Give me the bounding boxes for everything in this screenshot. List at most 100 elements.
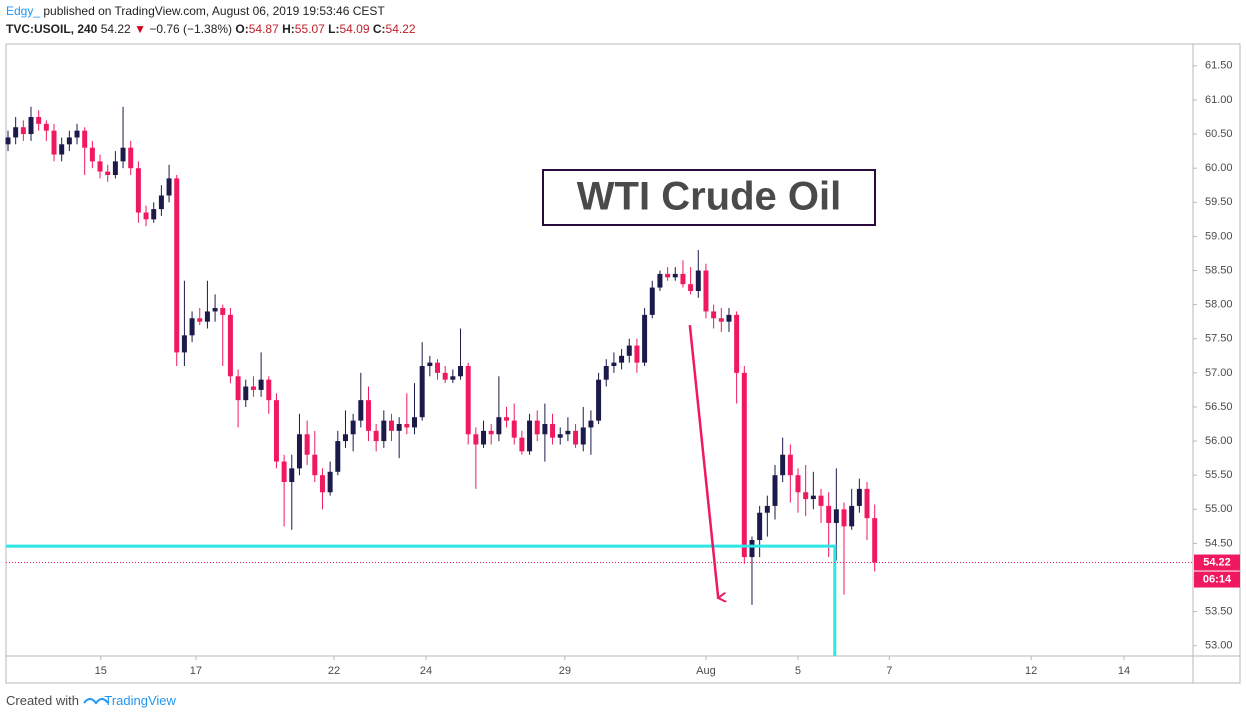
last-price-box [1194,554,1240,571]
candle-body [289,468,295,483]
candle-body [319,475,325,493]
candle-body [619,355,625,363]
candle-body [849,505,855,527]
candle-body [212,308,218,312]
y-tick-label: 55.50 [1205,469,1233,481]
brand[interactable]: TradingView [104,693,176,708]
candle-body [20,127,26,135]
candle-body [657,273,663,288]
candle-body [757,512,763,541]
candle-body [327,471,333,493]
candle-body [335,441,341,472]
candle-body [557,434,563,438]
candle-body [818,495,824,506]
candle-body [841,509,847,527]
candle-body [181,335,187,353]
candle-body [43,123,49,131]
y-tick-label: 56.00 [1205,435,1233,447]
candle-body [358,400,364,421]
brand-logo [83,698,109,705]
candle-body [296,434,302,469]
last: 54.22 [101,22,131,36]
candle-body [365,400,371,431]
x-tick-label: 15 [95,665,107,677]
candle-body [603,366,609,380]
candle-body [174,178,180,353]
candle-body [36,117,42,124]
candle-body [580,427,586,445]
candle-body [388,420,394,431]
candle-body [787,454,793,476]
candle-body [381,420,387,442]
candle-body [59,144,65,155]
candle-body [450,376,456,380]
candle-body [527,420,533,452]
x-tick-label: 17 [190,665,202,677]
c-label: C: [373,22,386,36]
y-tick-label: 60.50 [1205,128,1233,140]
candle-body [442,372,448,380]
y-tick-label: 58.00 [1205,299,1233,311]
candle-body [611,362,617,367]
change: −0.76 (−1.38%) [149,22,232,36]
y-tick-label: 53.00 [1205,640,1233,652]
y-tick-label: 59.00 [1205,230,1233,242]
candle-body [764,505,770,513]
x-tick-label: 7 [886,665,892,677]
candle-body [105,171,111,175]
y-tick-label: 60.00 [1205,162,1233,174]
candle-body [741,372,747,558]
y-tick-label: 55.00 [1205,503,1233,515]
y-tick-label: 57.50 [1205,333,1233,345]
candle-body [51,130,57,155]
candle-body [488,430,494,435]
candle-body [266,379,272,401]
candle-body [596,379,602,421]
candle-body [642,314,648,363]
y-tick-label: 53.50 [1205,606,1233,618]
candle-body [473,434,479,445]
candle-body [350,420,356,435]
candle-body [304,434,310,455]
candle-body [250,386,256,390]
x-tick-label: 12 [1025,665,1037,677]
header-line-1: Edgy_ published on TradingView.com, Augu… [6,4,385,18]
candle-body [13,127,19,138]
countdown-box [1194,571,1240,588]
candle-body [189,318,195,336]
candle-body [204,311,210,322]
title-box [542,169,876,226]
candle-body [273,400,279,462]
candle-body [826,505,832,523]
candle-body [534,420,540,435]
candle-body [427,362,433,367]
down-triangle: ▼ [134,22,146,36]
candle-body [66,137,72,145]
candle-body [373,430,379,442]
created-with: Created with [6,693,79,708]
candle-body [588,420,594,428]
candle-body [5,137,11,145]
candle-body [780,454,786,476]
candle-body [626,345,632,356]
candle-body [573,430,579,445]
candle-body [749,540,755,558]
o-label: O: [235,22,248,36]
candle-body [504,417,510,421]
y-tick-label: 58.50 [1205,264,1233,276]
candle-body [404,424,410,428]
author[interactable]: Edgy_ [6,4,40,18]
candle-body [128,147,134,169]
h-label: H: [282,22,295,36]
y-tick-label: 59.50 [1205,196,1233,208]
x-tick-label: Aug [696,665,716,677]
candle-body [550,424,556,438]
candle-body [220,308,226,315]
countdown: 06:14 [1203,573,1232,585]
x-tick-label: 22 [328,665,340,677]
candle-body [511,420,517,438]
candle-body [703,270,709,312]
candle-body [74,130,80,138]
